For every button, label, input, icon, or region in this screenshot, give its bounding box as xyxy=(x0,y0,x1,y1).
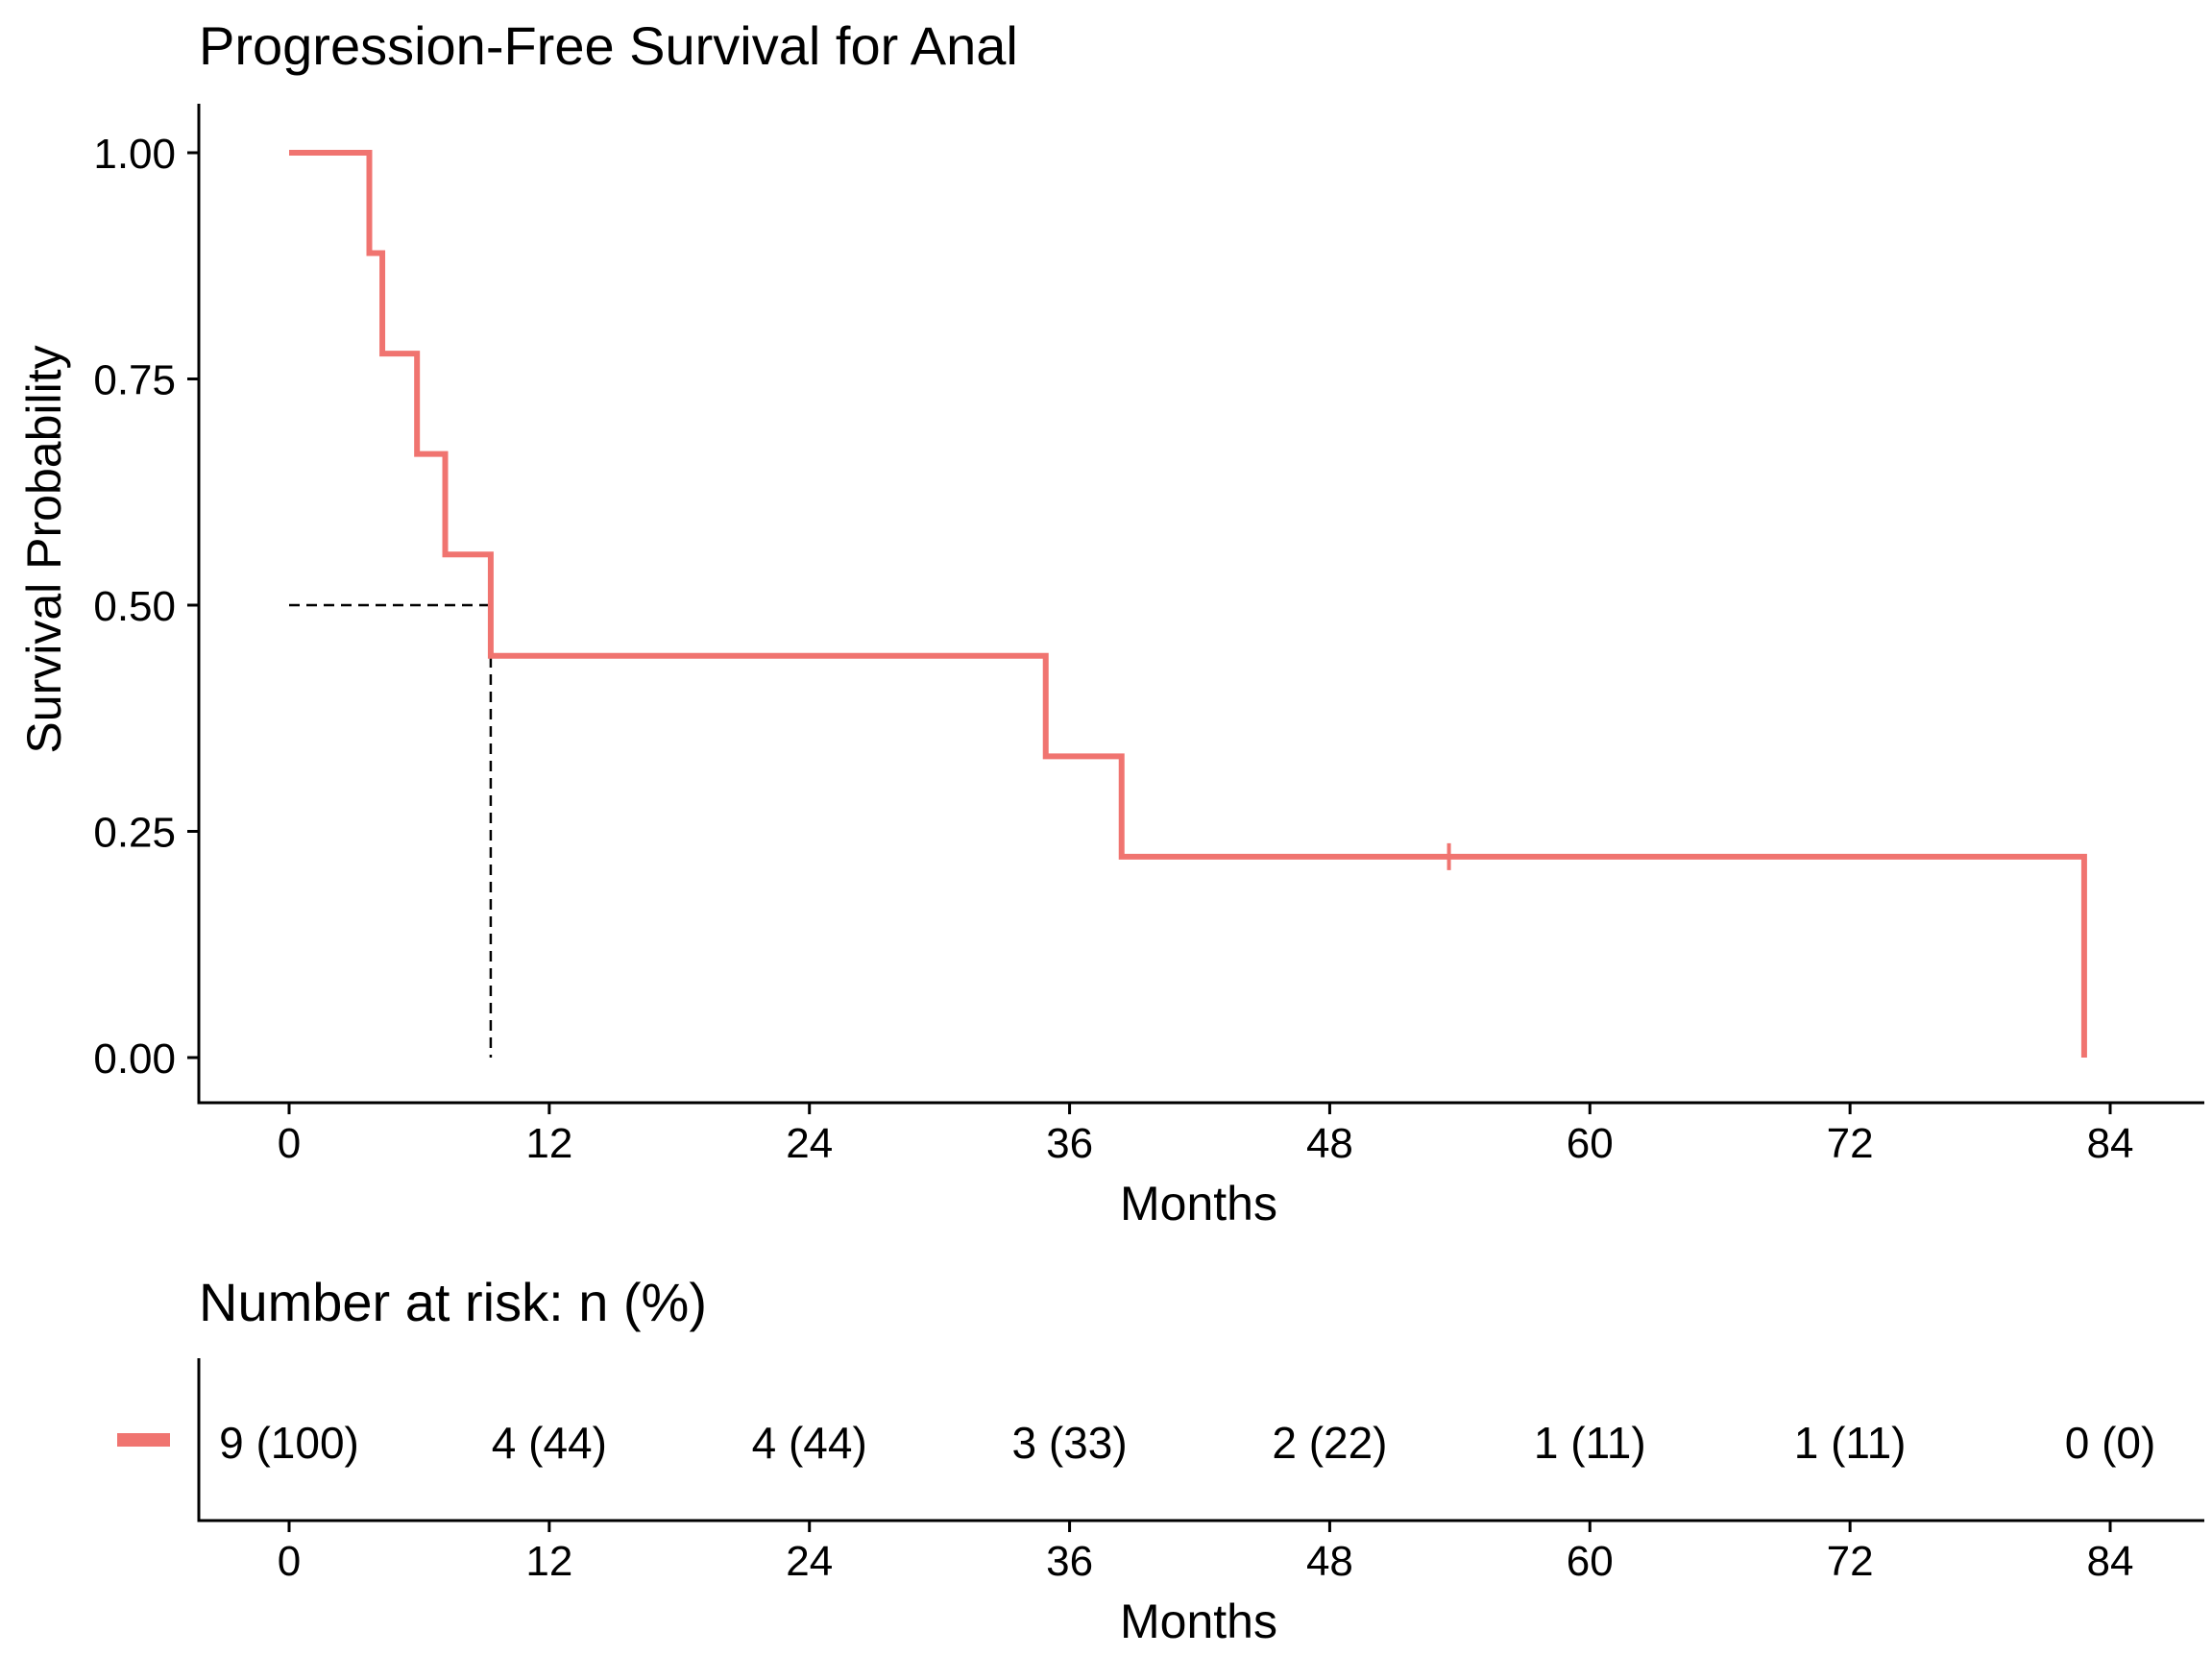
risk-x-tick-label-12: 12 xyxy=(525,1538,572,1585)
risk-value-12: 4 (44) xyxy=(492,1418,607,1468)
risk-table-strata-key xyxy=(117,1433,170,1447)
x-tick-label-48: 48 xyxy=(1306,1120,1353,1167)
risk-x-tick-label-60: 60 xyxy=(1567,1538,1614,1585)
risk-value-48: 2 (22) xyxy=(1272,1418,1387,1468)
risk-x-tick-label-72: 72 xyxy=(1827,1538,1874,1585)
x-tick-label-84: 84 xyxy=(2087,1120,2134,1167)
risk-value-60: 1 (11) xyxy=(1534,1418,1646,1468)
x-tick-label-12: 12 xyxy=(525,1120,572,1167)
risk-x-tick-label-48: 48 xyxy=(1306,1538,1353,1585)
survival-curve xyxy=(289,150,2087,1058)
x-tick-label-36: 36 xyxy=(1046,1120,1093,1167)
risk-value-0: 9 (100) xyxy=(219,1418,359,1468)
risk-x-tick-label-24: 24 xyxy=(786,1538,833,1585)
risk-x-tick-label-36: 36 xyxy=(1046,1538,1093,1585)
y-tick-label-0.00: 0.00 xyxy=(93,1035,176,1083)
median-reference-line xyxy=(289,603,493,1058)
x-tick-label-0: 0 xyxy=(278,1120,301,1167)
risk-x-tick-label-84: 84 xyxy=(2087,1538,2134,1585)
risk-x-tick-label-0: 0 xyxy=(278,1538,301,1585)
y-tick-label-1.00: 1.00 xyxy=(93,131,176,178)
x-tick-label-24: 24 xyxy=(786,1120,833,1167)
x-tick-label-72: 72 xyxy=(1827,1120,1874,1167)
y-tick-label-0.50: 0.50 xyxy=(93,583,176,630)
risk-table-x-axis-label: Months xyxy=(1120,1595,1277,1648)
x-tick-label-60: 60 xyxy=(1567,1120,1614,1167)
risk-value-24: 4 (44) xyxy=(752,1418,867,1468)
x-axis-label: Months xyxy=(1120,1177,1277,1230)
risk-value-84: 0 (0) xyxy=(2065,1418,2156,1468)
risk-value-36: 3 (33) xyxy=(1011,1418,1127,1468)
y-axis-label: Survival Probability xyxy=(17,345,71,753)
risk-value-72: 1 (11) xyxy=(1794,1418,1907,1468)
y-tick-label-0.25: 0.25 xyxy=(93,810,176,857)
y-tick-label-0.75: 0.75 xyxy=(93,357,176,404)
risk-table-title: Number at risk: n (%) xyxy=(199,1272,707,1332)
chart-title: Progression-Free Survival for Anal xyxy=(199,15,1018,76)
